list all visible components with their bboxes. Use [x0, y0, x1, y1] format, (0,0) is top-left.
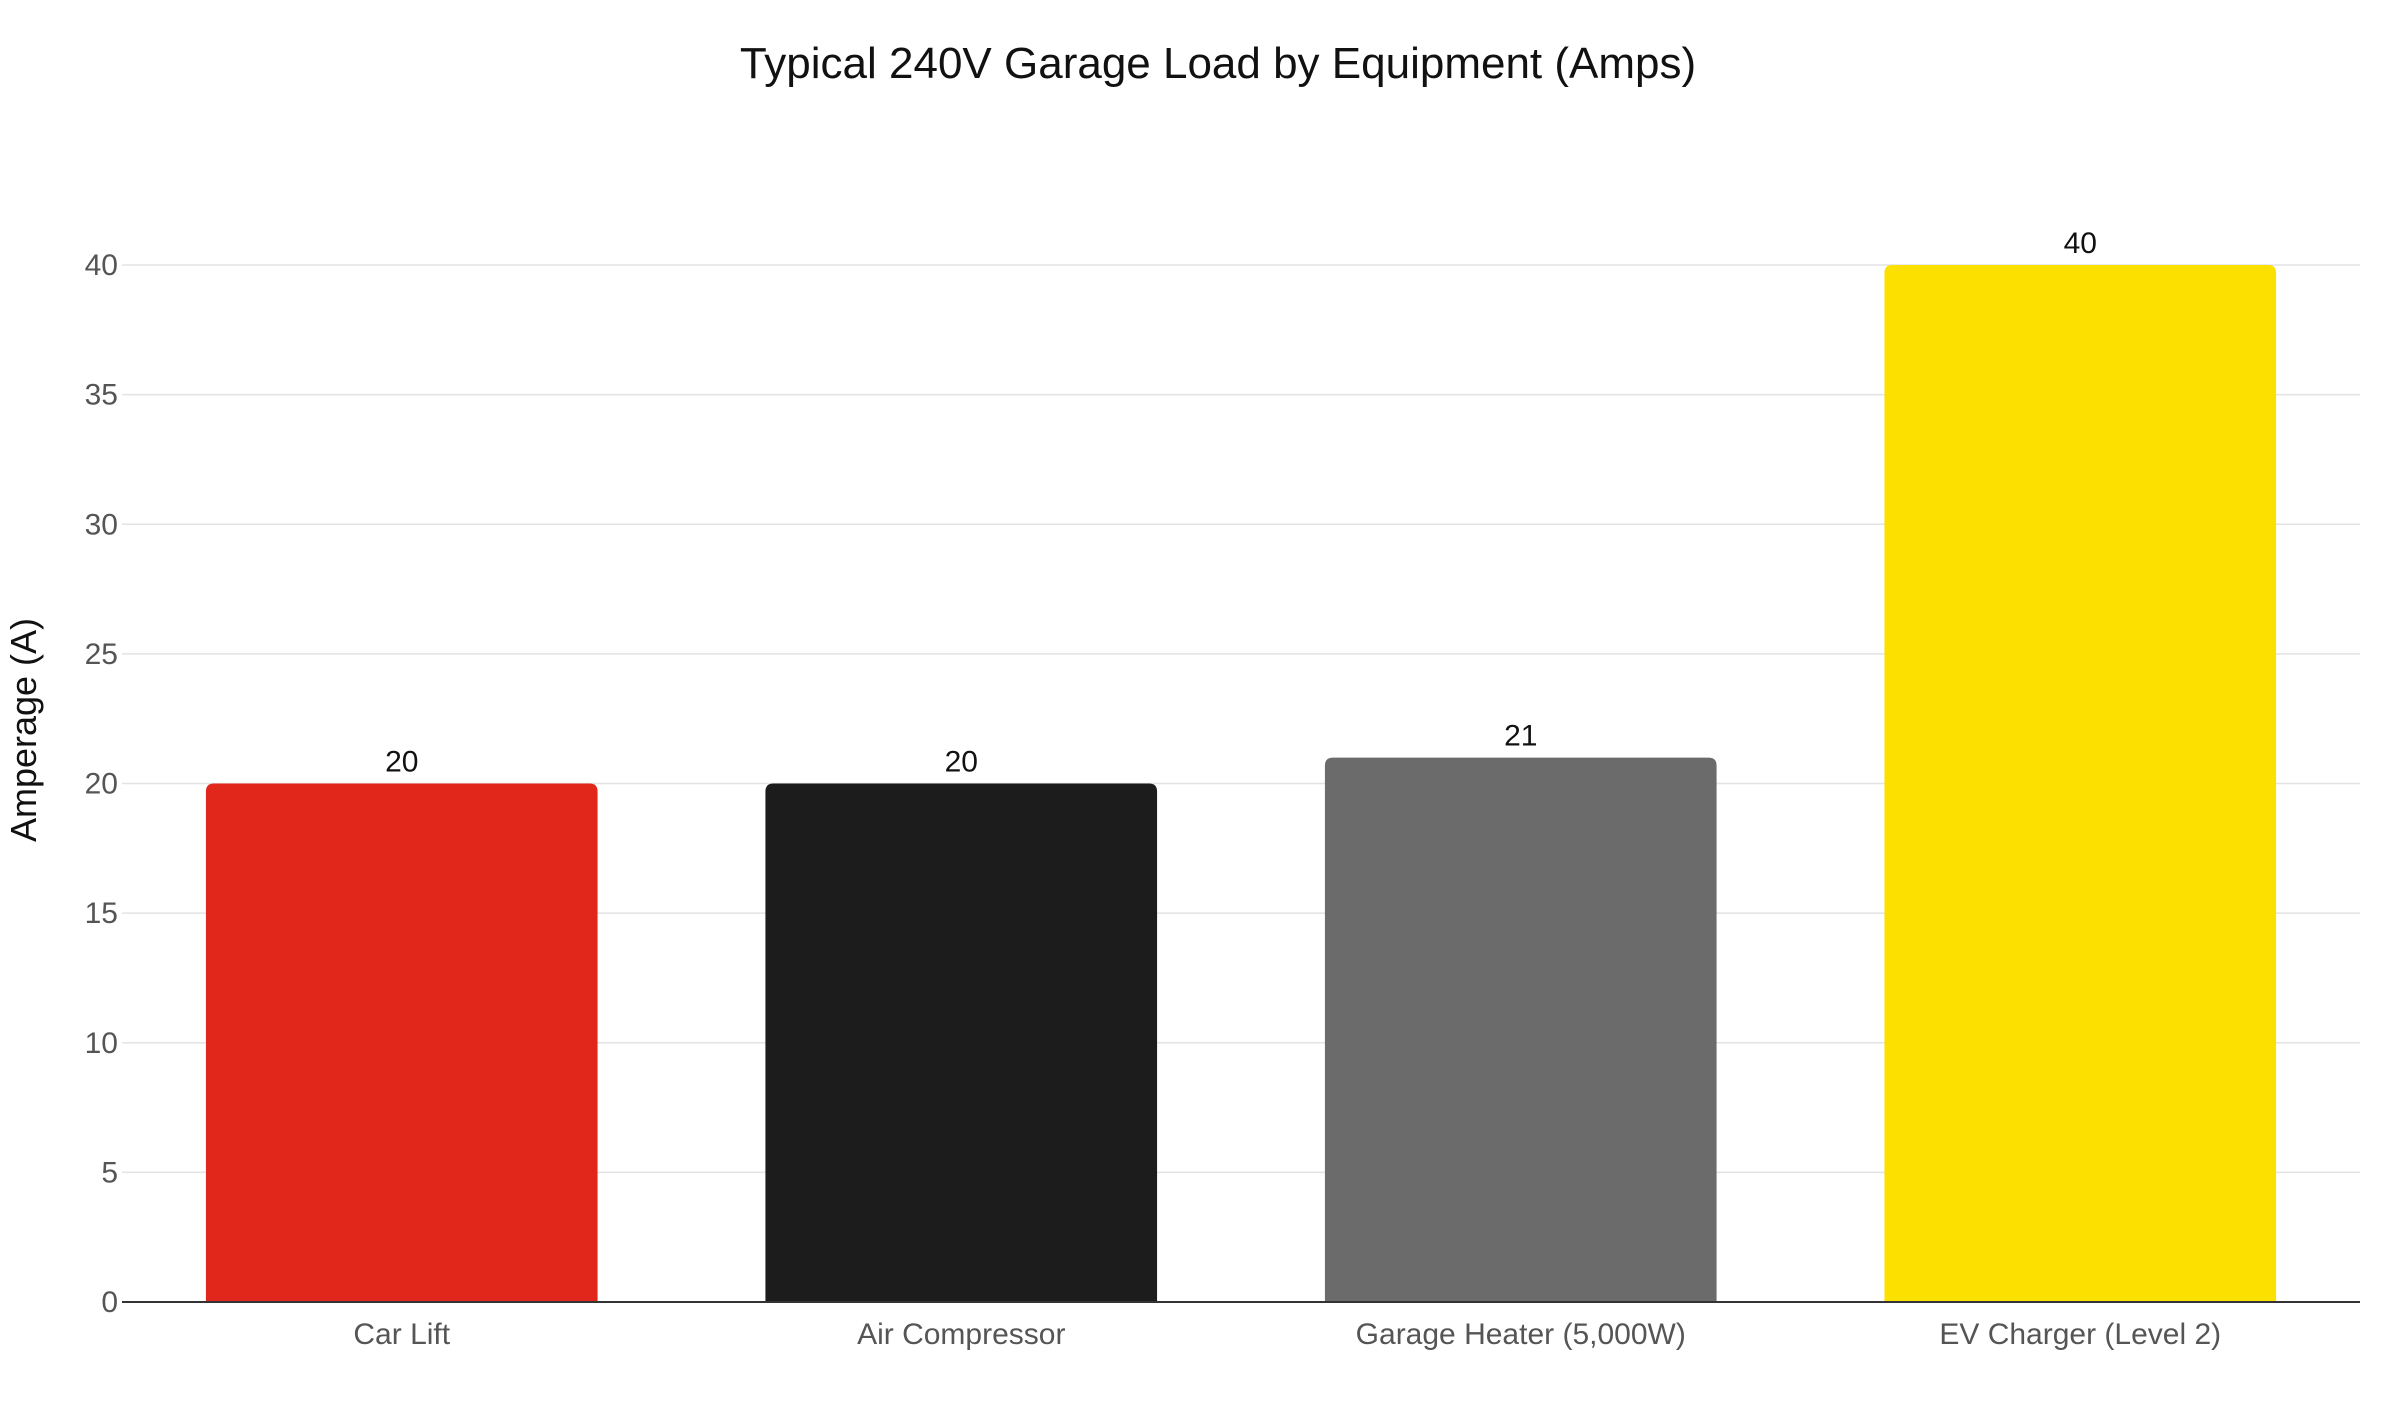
bar: [205, 783, 598, 1302]
y-tick-label: 30: [85, 508, 118, 541]
y-tick-label: 25: [85, 638, 118, 671]
y-tick-label: 10: [85, 1027, 118, 1060]
bar: [765, 783, 1158, 1302]
x-tick-label: Air Compressor: [857, 1318, 1065, 1351]
bars: [205, 265, 2277, 1302]
y-tick-label: 5: [101, 1156, 118, 1189]
bar-value-label: 40: [2064, 227, 2097, 260]
x-tick-label: Car Lift: [353, 1318, 450, 1351]
y-tick-label: 40: [85, 249, 118, 282]
bar: [1884, 265, 2277, 1302]
y-tick-label: 20: [85, 768, 118, 801]
x-tick-label: EV Charger (Level 2): [1939, 1318, 2221, 1351]
x-axis-ticks: Car Lift Air Compressor Garage Heater (5,0…: [353, 1318, 2221, 1351]
y-tick-label: 35: [85, 379, 118, 412]
chart-title: Typical 240V Garage Load by Equipment (A…: [740, 39, 1696, 88]
bar-value-label: 20: [945, 746, 978, 779]
data-labels: 20 20 21 40: [385, 227, 2097, 779]
y-tick-label: 15: [85, 897, 118, 930]
y-tick-label: 0: [101, 1286, 118, 1319]
x-tick-label: Garage Heater (5,000W): [1356, 1318, 1686, 1351]
bar-value-label: 20: [385, 746, 418, 779]
y-axis-label: Amperage (A): [3, 618, 44, 842]
y-axis-ticks: 0 5 10 15 20 25 30 35 40: [85, 249, 118, 1319]
bar: [1324, 757, 1717, 1302]
bar-value-label: 21: [1504, 720, 1537, 753]
